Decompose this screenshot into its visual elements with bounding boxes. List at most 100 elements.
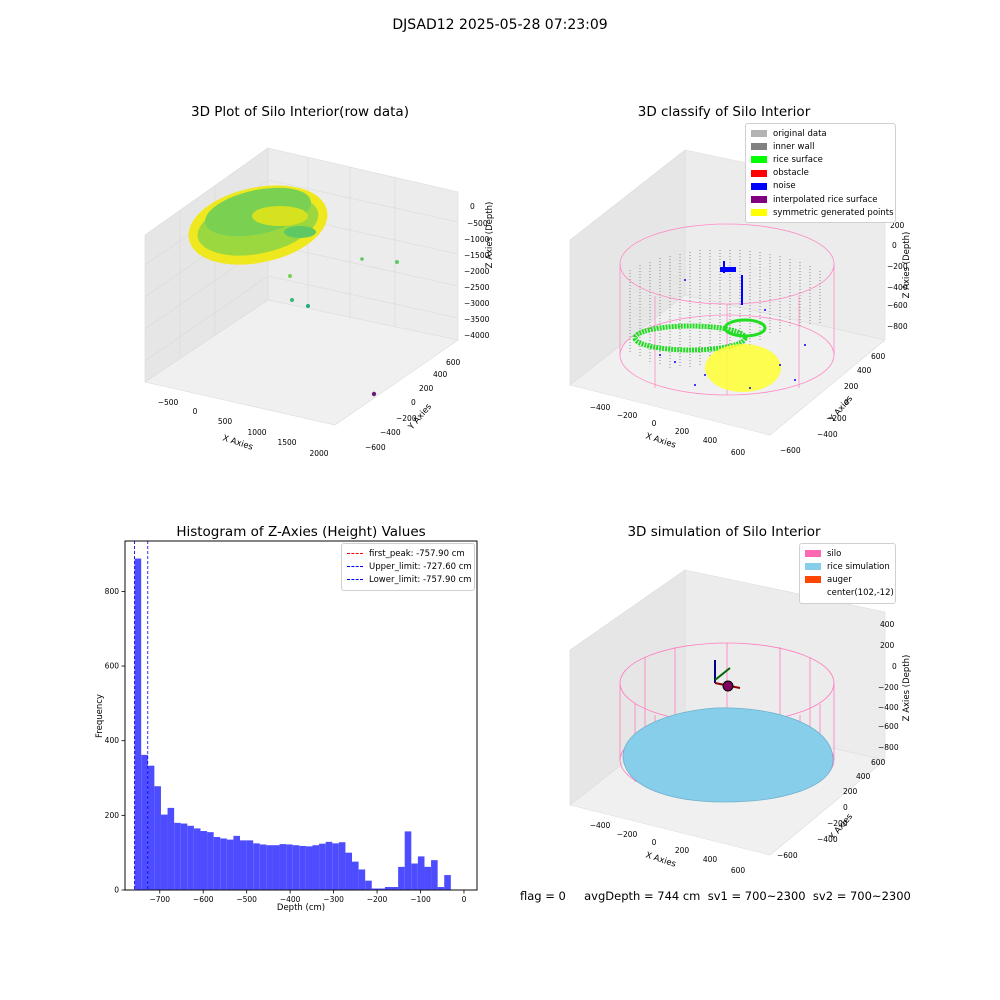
histogram-bars	[134, 558, 451, 890]
classify-plot-title: 3D classify of Silo Interior	[638, 104, 811, 120]
legend-line	[347, 553, 363, 555]
classify-y-tick-7: 600	[871, 352, 886, 361]
histogram-bar	[398, 866, 405, 890]
legend-swatch	[805, 550, 821, 558]
legend-label: center(102,-12)	[827, 588, 894, 599]
legend-swatch	[751, 143, 767, 151]
raw-y-tick-6: 400	[433, 370, 448, 379]
legend-label: Upper_limit: -727.60 cm	[369, 561, 472, 572]
raw-y-tick-3: −200	[396, 414, 417, 423]
classify-z-tick-4: −400	[887, 283, 908, 292]
histogram-bar	[299, 845, 306, 890]
histogram-bar	[332, 843, 339, 890]
histogram-bar	[378, 888, 385, 890]
histogram-bar	[417, 856, 425, 890]
legend-swatch	[805, 563, 821, 571]
histogram-bar	[220, 838, 227, 890]
histogram-bar	[141, 754, 148, 890]
classify-z-tick-3: −200	[887, 262, 908, 271]
histogram-bar	[213, 836, 221, 890]
histogram-x-tick-label: −600	[193, 895, 214, 904]
legend-label: Lower_limit: -757.90 cm	[369, 574, 472, 585]
histogram-bar	[292, 845, 300, 890]
histogram-bar	[286, 844, 293, 890]
classify-y-tick-3: −200	[826, 414, 847, 423]
histogram-title: Histogram of Z-Axies (Height) Values	[176, 524, 425, 540]
raw-x-tick-3: 500	[218, 417, 233, 426]
raw-z-tick-4: −1500	[464, 251, 490, 260]
legend-label: original data	[773, 128, 827, 139]
histogram-bar	[160, 814, 168, 890]
raw-y-tick-1: −600	[365, 443, 386, 452]
classify-x-tick-4: 200	[675, 427, 690, 436]
histogram-bar	[187, 825, 194, 890]
legend-label: rice simulation	[827, 561, 890, 572]
simulation-x-tick-6: 600	[731, 866, 746, 875]
classify-z-tick-2: 0	[892, 241, 897, 250]
histogram-bar	[154, 786, 161, 890]
histogram-bar	[444, 875, 451, 890]
histogram-x-tick-label: −500	[236, 895, 257, 904]
legend-label: symmetric generated points	[773, 207, 894, 218]
histogram-x-tick-label: −100	[410, 895, 431, 904]
raw-z-tick-9: −4000	[464, 331, 490, 340]
raw-y-ticks: −600 −400 −200 0 200 400 600	[365, 358, 461, 452]
legend-item-lower-limit: Lower_limit: -757.90 cm	[347, 573, 472, 586]
legend-item-inner-wall: inner wall	[751, 140, 890, 153]
histogram-bar	[358, 869, 366, 890]
histogram-bar	[180, 823, 188, 890]
histogram-bar	[365, 880, 372, 890]
simulation-plot-title: 3D simulation of Silo Interior	[627, 524, 821, 540]
classify-x-tick-2: −200	[617, 411, 638, 420]
histogram-legend: first_peak: -757.90 cm Upper_limit: -727…	[341, 543, 475, 591]
simulation-y-tick-7: 600	[871, 758, 886, 767]
classify-y-tick-6: 400	[857, 366, 872, 375]
classify-y-tick-2: −400	[817, 430, 838, 439]
histogram-x-tick-label: −300	[323, 895, 344, 904]
histogram-y-tick-label: 400	[105, 736, 120, 745]
histogram-bar	[167, 807, 175, 890]
raw-z-tick-5: −2000	[464, 267, 490, 276]
legend-swatch	[751, 196, 767, 204]
raw-data-3d-plot: 3D Plot of Silo Interior(row data) −500 …	[144, 104, 495, 458]
raw-z-tick-7: −3000	[464, 299, 490, 308]
classify-x-tick-3: 0	[652, 419, 657, 428]
raw-x-tick-5: 1500	[277, 438, 296, 447]
legend-label: obstacle	[773, 168, 809, 179]
classify-noise-points	[659, 261, 806, 389]
legend-swatch	[751, 169, 767, 177]
simulation-y-ticks: −600 −400 −200 0 200 400 600	[777, 758, 886, 860]
simulation-y-tick-1: −600	[777, 851, 798, 860]
simulation-x-tick-5: 400	[703, 855, 718, 864]
simulation-auger	[714, 660, 741, 692]
histogram-bar	[424, 866, 432, 890]
histogram-x-ticks: −700 −600 −500 −400 −300 −200 −100 0	[149, 890, 467, 904]
classify-x-tick-5: 400	[703, 436, 718, 445]
histogram-bar	[233, 835, 241, 890]
legend-item-first-peak: first_peak: -757.90 cm	[347, 547, 469, 560]
raw-x-tick-1: −500	[158, 398, 179, 407]
histogram-bar	[437, 887, 445, 890]
simulation-z-tick-7: −800	[878, 743, 899, 752]
histogram-bar	[279, 844, 287, 890]
histogram-x-tick-label: −200	[367, 895, 388, 904]
histogram-bar	[174, 822, 181, 890]
simulation-3d-plot: 3D simulation of Silo Interior −400 −200…	[569, 524, 912, 875]
histogram-bar	[240, 840, 247, 890]
legend-item-symmetric: symmetric generated points	[751, 206, 894, 219]
histogram-x-tick-label: 0	[462, 895, 467, 904]
raw-z-label: Z Axies (Depth)	[485, 202, 495, 269]
raw-z-tick-1: 0	[470, 202, 475, 211]
histogram-bar	[352, 861, 359, 890]
classify-y-tick-1: −600	[780, 446, 801, 455]
classify-y-ticks: −600 −400 −200 0 200 400 600	[780, 352, 886, 455]
classify-legend: original data inner wall rice surface ob…	[745, 123, 896, 224]
raw-outlier-points	[288, 257, 399, 397]
histogram-y-ticks: 0 200 400 600 800	[105, 587, 125, 895]
raw-y-tick-2: −400	[380, 428, 401, 437]
simulation-y-tick-2: −400	[817, 835, 838, 844]
histogram-bar	[431, 860, 438, 890]
histogram-bar	[200, 831, 208, 890]
legend-label: first_peak: -757.90 cm	[369, 548, 465, 559]
raw-x-ticks: −500 0 500 1000 1500 2000	[158, 398, 329, 458]
